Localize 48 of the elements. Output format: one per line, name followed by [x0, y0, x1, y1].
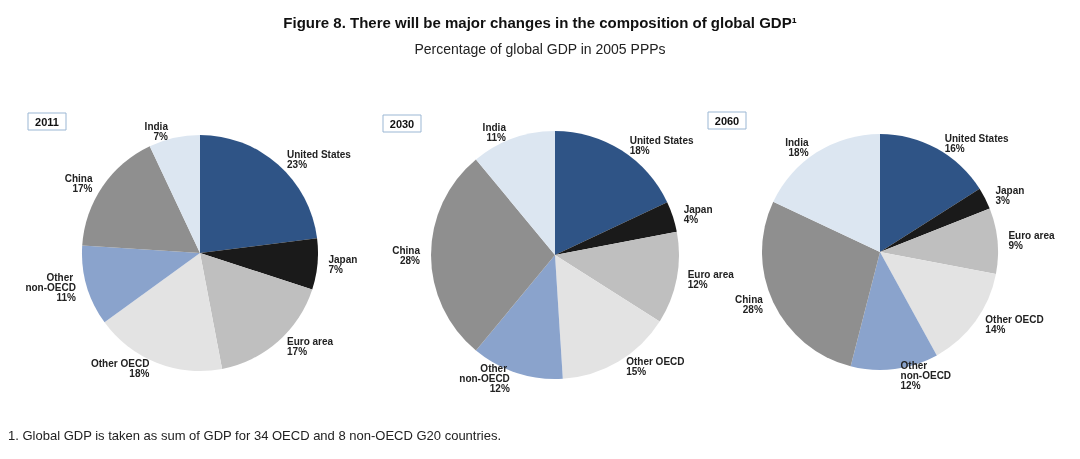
slice-label: Euro area — [287, 335, 334, 347]
data-label: 18% — [788, 146, 809, 158]
data-label: 23% — [287, 159, 308, 171]
data-label: 18% — [629, 144, 650, 156]
slice-label: Japan — [328, 254, 358, 266]
category-label: Euro area — [687, 268, 734, 280]
data-label: 28% — [742, 304, 763, 316]
data-label: 7% — [328, 264, 344, 276]
category-label: United States — [629, 134, 694, 146]
slice-label: Other non-OECD — [25, 272, 76, 294]
data-label: 17% — [287, 345, 308, 357]
slice-label: 2011 — [35, 116, 59, 128]
category-label: Other OECD — [985, 314, 1044, 326]
data-label: 7% — [153, 131, 169, 143]
slice-label: Other OECD — [91, 357, 150, 369]
category-label: Euro area — [1008, 229, 1055, 241]
data-label: 12% — [900, 379, 921, 391]
chart-title: Figure 8. There will be major changes in the composition of global GDP¹ — [283, 14, 797, 31]
category-label: China — [392, 244, 420, 256]
data-label: 12% — [489, 383, 510, 395]
text: 1. Global GDP is taken as sum of GDP for 34 OECD and 8 non-OECD G20 countries. — [8, 428, 502, 443]
category-label: Other non-OECD — [459, 363, 510, 385]
slice-label: India — [144, 121, 169, 133]
data-label: 16% — [944, 142, 965, 154]
data-label: 17% — [72, 182, 93, 194]
data-label: 28% — [399, 254, 421, 266]
slice-label: China — [64, 172, 93, 184]
category-label: Japan — [683, 204, 713, 216]
category-label: India — [482, 122, 506, 134]
category-label: India — [785, 136, 809, 148]
slice-label: United States — [287, 149, 352, 161]
data-label: 12% — [687, 278, 708, 290]
data-label: 3% — [995, 195, 1011, 207]
data-label: 11% — [56, 292, 77, 304]
data-label: 4% — [683, 214, 699, 226]
category-label: Other OECD — [626, 356, 685, 368]
slice-label: 2030 — [389, 118, 415, 130]
chart-subtitle: Percentage of global GDP in 2005 PPPs — [414, 41, 666, 57]
data-label: 11% — [486, 132, 507, 144]
category-label: Other non-OECD — [900, 359, 952, 381]
data-label: 9% — [1008, 239, 1024, 251]
category-label: China — [735, 294, 763, 306]
slice-label: 2060 — [714, 115, 740, 127]
data-label: 18% — [129, 367, 150, 379]
category-label: Japan — [995, 185, 1025, 197]
category-label: United States — [944, 132, 1009, 144]
data-label: 14% — [985, 324, 1006, 336]
data-label: 15% — [626, 366, 647, 378]
